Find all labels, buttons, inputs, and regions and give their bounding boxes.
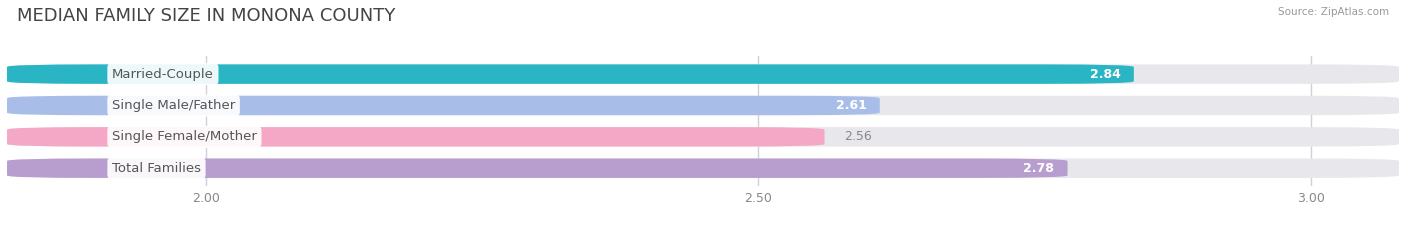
Text: Total Families: Total Families: [112, 162, 201, 175]
Text: Single Male/Father: Single Male/Father: [112, 99, 235, 112]
FancyBboxPatch shape: [7, 158, 1399, 178]
Text: 2.61: 2.61: [835, 99, 866, 112]
Text: 2.78: 2.78: [1024, 162, 1054, 175]
Text: MEDIAN FAMILY SIZE IN MONONA COUNTY: MEDIAN FAMILY SIZE IN MONONA COUNTY: [17, 7, 395, 25]
Text: 2.84: 2.84: [1090, 68, 1121, 81]
FancyBboxPatch shape: [7, 64, 1399, 84]
Text: 2.56: 2.56: [845, 130, 872, 143]
FancyBboxPatch shape: [7, 96, 880, 115]
FancyBboxPatch shape: [7, 96, 1399, 115]
FancyBboxPatch shape: [7, 64, 1133, 84]
Text: Married-Couple: Married-Couple: [112, 68, 214, 81]
Text: Single Female/Mother: Single Female/Mother: [112, 130, 257, 143]
Text: Source: ZipAtlas.com: Source: ZipAtlas.com: [1278, 7, 1389, 17]
FancyBboxPatch shape: [7, 127, 1399, 147]
FancyBboxPatch shape: [7, 158, 1067, 178]
FancyBboxPatch shape: [7, 127, 824, 147]
